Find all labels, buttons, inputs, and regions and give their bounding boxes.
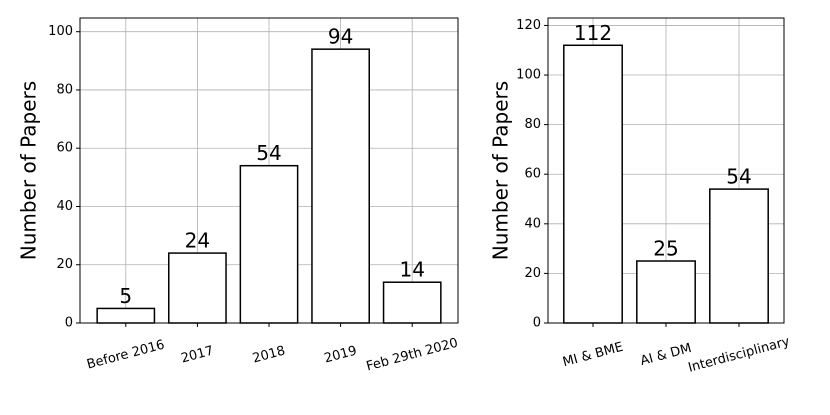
- y-tick-label: 80: [524, 117, 541, 132]
- value-label: 5: [119, 284, 132, 308]
- y-tick-label: 60: [56, 141, 73, 156]
- x-tick-label: AI & DM: [639, 341, 693, 369]
- y-tick-label: 20: [56, 257, 73, 272]
- y-tick-label: 100: [516, 68, 541, 83]
- bar: [96, 307, 156, 324]
- bar: [563, 44, 623, 324]
- y-tick-label: 100: [48, 24, 73, 39]
- value-label: 54: [256, 141, 281, 165]
- value-label: 94: [328, 25, 353, 49]
- value-label: 14: [399, 258, 424, 282]
- bar: [311, 48, 370, 324]
- bar: [709, 188, 769, 324]
- x-tick-label: 2017: [179, 343, 215, 366]
- y-tick-label: 20: [524, 266, 541, 281]
- value-label: 112: [574, 21, 612, 45]
- value-label: 24: [185, 229, 210, 253]
- y-axis-label: Number of Papers: [489, 81, 513, 260]
- x-tick-label: 2019: [323, 343, 359, 366]
- y-tick-label: 40: [524, 216, 541, 231]
- bar: [168, 252, 227, 324]
- y-axis-label: Number of Papers: [17, 81, 41, 260]
- bar: [382, 281, 442, 324]
- x-tick-label: Before 2016: [85, 337, 166, 372]
- y-tick-label: 120: [516, 18, 541, 33]
- bar: [636, 260, 696, 324]
- x-tick-label: Interdisciplinary: [687, 334, 792, 376]
- y-tick-label: 40: [56, 199, 73, 214]
- y-tick-label: 80: [56, 82, 73, 97]
- x-tick-label: MI & BME: [561, 340, 625, 370]
- bar: [239, 164, 299, 324]
- axes-frame: [547, 17, 785, 324]
- value-label: 25: [653, 237, 678, 261]
- axes-frame: [79, 17, 459, 324]
- x-tick-label: 2018: [251, 343, 287, 366]
- y-tick-label: 0: [533, 316, 541, 331]
- y-tick-label: 0: [65, 316, 73, 331]
- x-tick-label: Feb 29th 2020: [365, 336, 460, 375]
- y-tick-label: 60: [524, 167, 541, 182]
- value-label: 54: [726, 165, 751, 189]
